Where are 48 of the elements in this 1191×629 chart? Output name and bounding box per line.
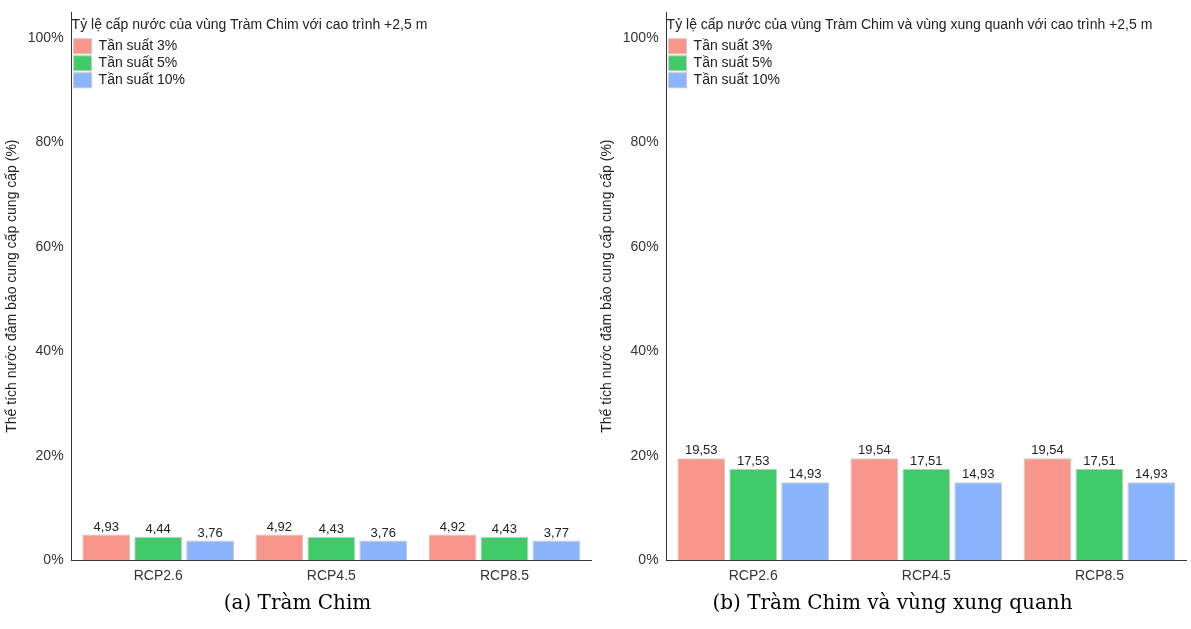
data-label: 14,93 xyxy=(961,466,995,482)
data-label: 17,51 xyxy=(910,452,943,468)
data-label: 4,92 xyxy=(439,518,466,534)
y-tick-label: 40% xyxy=(35,342,64,359)
y-tick-label: 60% xyxy=(35,237,64,254)
legend-label: Tần suất 5% xyxy=(693,54,773,71)
legend-label: Tần suất 5% xyxy=(98,54,178,71)
y-tick-label: 100% xyxy=(27,28,64,45)
data-label: 17,51 xyxy=(1083,452,1116,468)
data-label: 3,77 xyxy=(543,524,570,540)
y-tick-label: 20% xyxy=(630,446,659,463)
legend-title: Tỷ lệ cấp nước của vùng Tràm Chim và vùng xung quanh với cao trình +2,5 m xyxy=(666,15,1153,32)
legend-label: Tần suất 10% xyxy=(98,71,185,88)
x-tick-label: RCP4.5 xyxy=(306,567,357,584)
y-tick-label: 80% xyxy=(35,133,64,150)
legend-title: Tỷ lệ cấp nước của vùng Tràm Chim với cao trình +2,5 m xyxy=(71,15,428,32)
data-label: 17,53 xyxy=(736,452,770,468)
data-label: 14,93 xyxy=(1135,466,1168,482)
data-label: 3,76 xyxy=(370,524,396,540)
data-label: 14,93 xyxy=(788,466,822,482)
data-label: 4,93 xyxy=(93,518,119,534)
y-axis-title: Thể tích nước đảm bảo cung cấp cung cấp (%) xyxy=(598,139,615,433)
legend-label: Tần suất 3% xyxy=(693,37,773,54)
x-tick-label: RCP2.6 xyxy=(728,567,778,584)
data-label: 19,53 xyxy=(684,442,718,458)
y-tick-label: 0% xyxy=(638,551,659,568)
data-label: 3,76 xyxy=(197,524,223,540)
y-tick-label: 0% xyxy=(43,551,64,568)
y-axis-title: Thể tích nước đảm bảo cung cấp cung cấp (%) xyxy=(3,139,20,433)
data-label: 4,43 xyxy=(491,521,518,537)
legend-label: Tần suất 3% xyxy=(98,37,178,54)
y-tick-label: 20% xyxy=(35,446,64,463)
text: (b) Tràm Chim và vùng xung quanh xyxy=(711,590,1074,614)
data-label: 19,54 xyxy=(858,442,891,458)
data-label: 4,44 xyxy=(145,521,171,537)
y-tick-label: 60% xyxy=(630,237,659,254)
y-tick-label: 80% xyxy=(630,133,659,150)
text: (a) Tràm Chim xyxy=(222,590,373,614)
x-tick-label: RCP4.5 xyxy=(901,567,952,584)
x-tick-label: RCP2.6 xyxy=(133,567,183,584)
data-label: 19,54 xyxy=(1031,442,1064,458)
y-tick-label: 40% xyxy=(630,342,659,359)
data-label: 4,92 xyxy=(266,518,293,534)
x-tick-label: RCP8.5 xyxy=(479,567,530,584)
x-tick-label: RCP8.5 xyxy=(1074,567,1125,584)
y-tick-label: 100% xyxy=(622,28,659,45)
data-label: 4,43 xyxy=(318,521,344,537)
legend-label: Tần suất 10% xyxy=(693,71,780,88)
